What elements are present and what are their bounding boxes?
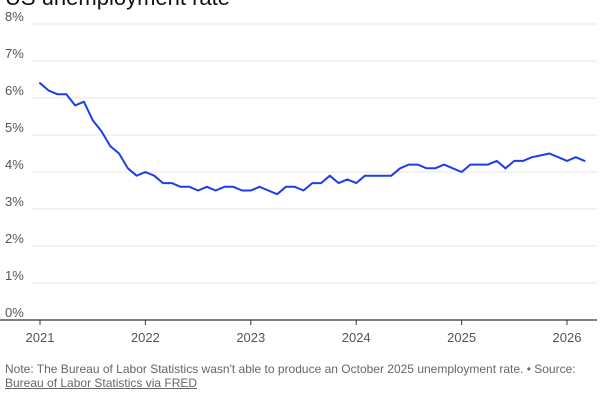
y-tick-label: 8% — [5, 9, 24, 24]
x-tick-label: 2025 — [447, 330, 476, 345]
x-tick-label: 2024 — [342, 330, 371, 345]
y-tick-label: 7% — [5, 46, 24, 61]
chart-note: Note: The Bureau of Labor Statistics was… — [5, 362, 595, 390]
x-tick-label: 2023 — [236, 330, 265, 345]
chart-title: US unemployment rate — [5, 0, 230, 9]
y-tick-label: 3% — [5, 194, 24, 209]
y-tick-label: 4% — [5, 157, 24, 172]
y-tick-label: 1% — [5, 268, 24, 283]
note-text: Note: The Bureau of Labor Statistics was… — [5, 362, 576, 376]
source-link[interactable]: Bureau of Labor Statistics via FRED — [5, 376, 198, 390]
x-tick-label: 2022 — [131, 330, 160, 345]
series-line-unemployment-rate — [39, 82, 586, 196]
line-chart: 0% 1% 2% 3% 4% 5% 6% 7% 8% 2021 2022 2023 2024 2025 20… — [0, 9, 597, 345]
y-tick-label: 2% — [5, 231, 24, 246]
y-tick-label: 5% — [5, 120, 24, 135]
y-tick-label: 0% — [5, 305, 24, 320]
y-tick-label: 6% — [5, 83, 24, 98]
x-tick-label: 2026 — [553, 330, 582, 345]
x-tick-label: 2021 — [26, 330, 55, 345]
